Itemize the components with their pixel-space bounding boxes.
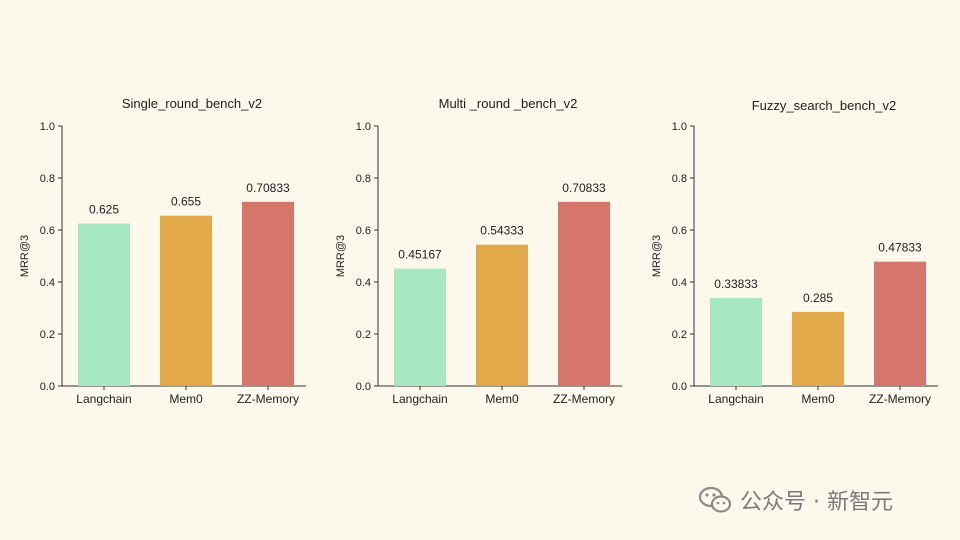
y-axis-label: MRR@3 — [651, 235, 663, 277]
chart-title: Fuzzy_search_bench_v2 — [752, 98, 897, 113]
bar-mem0 — [160, 215, 212, 386]
y-tick-label: 0.8 — [356, 173, 371, 185]
watermark: 公众号 · 新智元 — [698, 484, 893, 516]
bar-zz-memory — [242, 201, 294, 386]
x-tick-label: ZZ-Memory — [237, 392, 299, 406]
bar-langchain — [710, 298, 762, 386]
bar-langchain — [78, 223, 130, 386]
bar-langchain — [394, 268, 446, 386]
y-tick-label: 1.0 — [672, 121, 687, 133]
y-axis-label: MRR@3 — [19, 235, 31, 277]
chart-panel-3: Fuzzy_search_bench_v2 MRR@3 0.0 0.2 0.4 0.6 0.… — [651, 98, 938, 406]
y-tick-label: 0.4 — [40, 277, 55, 289]
y-tick-label: 0.2 — [672, 329, 687, 341]
y-axis-label: MRR@3 — [335, 235, 347, 277]
data-label: 0.54333 — [480, 224, 524, 238]
y-tick-label: 0.8 — [40, 173, 55, 185]
x-tick-label: Mem0 — [169, 392, 203, 406]
y-tick-label: 0.6 — [356, 225, 371, 237]
y-tick-label: 0.2 — [40, 329, 55, 341]
x-tick-label: Langchain — [392, 392, 447, 406]
y-tick-label: 0.6 — [40, 225, 55, 237]
data-label: 0.70833 — [562, 181, 606, 195]
y-tick-label: 0.0 — [40, 381, 55, 393]
bar-mem0 — [476, 244, 528, 386]
bar-zz-memory — [874, 261, 926, 386]
data-label: 0.625 — [89, 203, 119, 217]
data-label: 0.33833 — [714, 277, 758, 291]
wechat-icon — [698, 486, 732, 513]
chart-title: Single_round_bench_v2 — [122, 96, 262, 111]
x-tick-label: ZZ-Memory — [553, 392, 615, 406]
y-tick-label: 0.4 — [672, 277, 687, 289]
x-tick-label: Mem0 — [485, 392, 519, 406]
chart-title: Multi _round _bench_v2 — [439, 96, 578, 111]
y-tick-label: 0.0 — [356, 381, 371, 393]
y-tick-label: 0.8 — [672, 173, 687, 185]
watermark-text: 公众号 · 新智元 — [740, 490, 893, 515]
y-tick-label: 0.6 — [672, 225, 687, 237]
x-tick-label: Langchain — [708, 392, 763, 406]
data-label: 0.655 — [171, 195, 201, 209]
data-label: 0.47833 — [878, 241, 922, 255]
y-tick-label: 1.0 — [40, 121, 55, 133]
bar-mem0 — [792, 311, 844, 386]
data-label: 0.285 — [803, 291, 833, 305]
x-tick-label: Langchain — [76, 392, 131, 406]
data-label: 0.70833 — [246, 181, 290, 195]
y-tick-label: 0.0 — [672, 381, 687, 393]
bar-zz-memory — [558, 201, 610, 386]
data-label: 0.45167 — [398, 248, 442, 262]
chart-panel-1: Single_round_bench_v2 MRR@3 0.0 0.2 0.4 0.6 0.… — [19, 96, 306, 406]
y-tick-label: 0.4 — [356, 277, 371, 289]
x-tick-label: ZZ-Memory — [869, 392, 931, 406]
x-tick-label: Mem0 — [801, 392, 835, 406]
y-tick-label: 0.2 — [356, 329, 371, 341]
chart-panel-2: Multi _round _bench_v2 MRR@3 0.0 0.2 0.4 0.6 0… — [335, 96, 622, 406]
y-tick-label: 1.0 — [356, 121, 371, 133]
